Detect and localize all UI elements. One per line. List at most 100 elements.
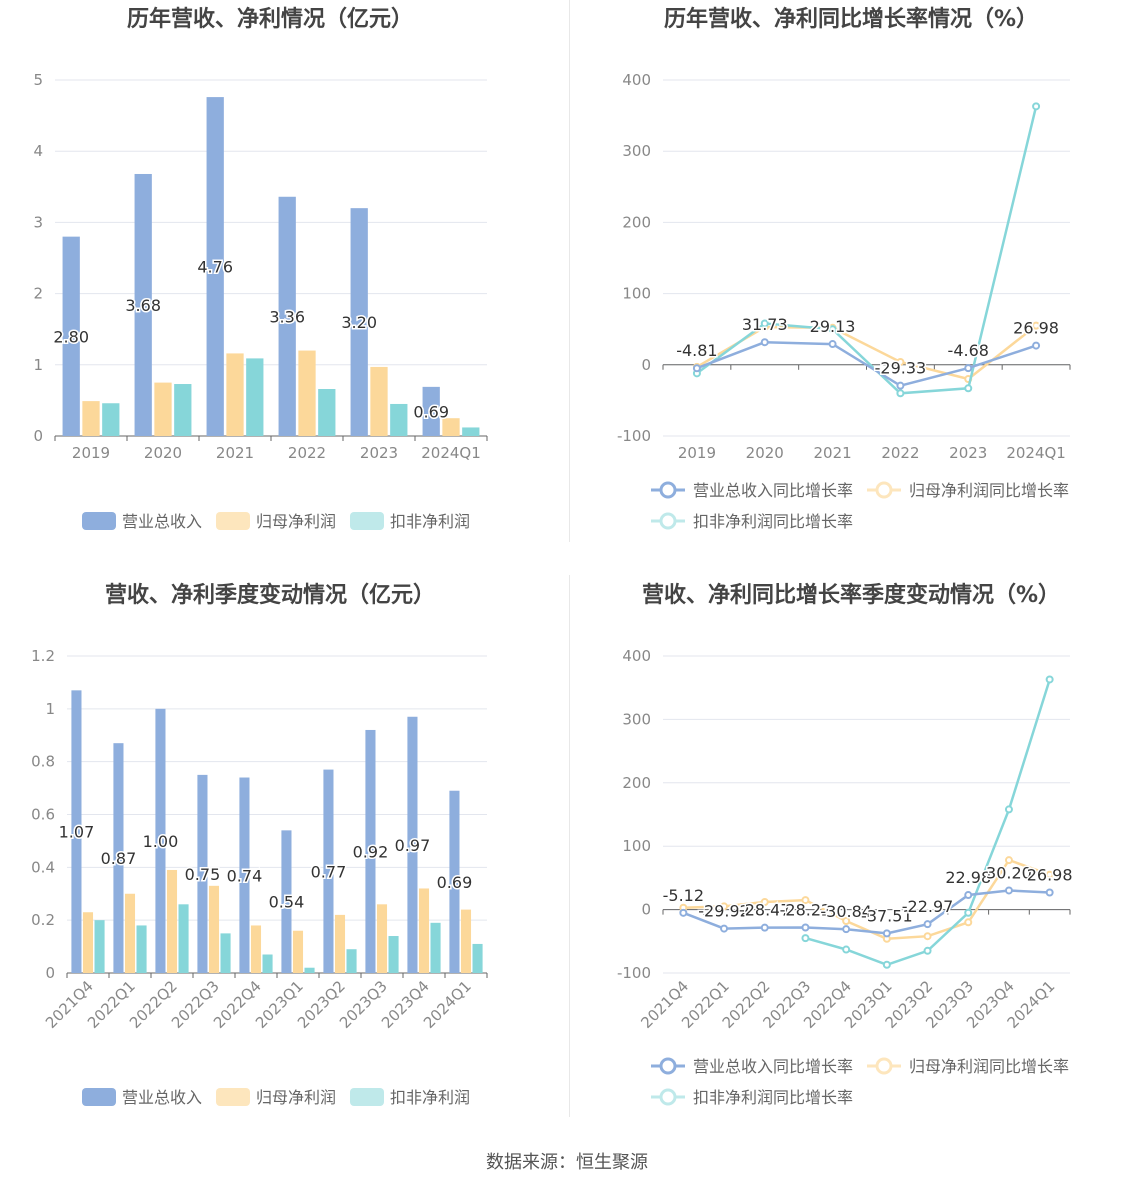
data-label: 4.76 [197, 258, 233, 277]
legend-marker [659, 1057, 677, 1075]
series-line-0 [682, 889, 1050, 935]
bar-revenue [407, 716, 418, 973]
bar-net-profit [442, 418, 460, 436]
series-point-2 [842, 945, 851, 954]
y-tick-label: 200 [622, 774, 651, 792]
y-tick-label: 1.2 [31, 647, 55, 665]
bar-net-profit [370, 366, 388, 436]
y-tick-label: 0 [641, 356, 651, 374]
legend-label: 扣非净利润 [390, 1088, 470, 1107]
legend-label: 归母净利润同比增长率 [909, 1057, 1069, 1076]
x-tick-label: 2022 [881, 444, 919, 462]
series-point-0 [760, 338, 769, 347]
series-point-2 [801, 934, 810, 943]
x-tick-label: 2024Q1 [1006, 444, 1066, 462]
bar-deducted-profit [390, 403, 408, 436]
data-label: 29.13 [810, 317, 856, 336]
bar-revenue [323, 769, 334, 973]
series-point-1 [923, 932, 932, 941]
x-tick-label: 2022 [288, 444, 326, 462]
series-point-1 [760, 897, 769, 906]
legend-label: 营业总收入同比增长率 [693, 481, 853, 500]
legend-swatch [350, 512, 384, 530]
data-label: 0.54 [269, 893, 305, 912]
legend-label: 扣非净利润 [390, 512, 470, 531]
data-label: 3.68 [125, 296, 161, 315]
series-point-2 [760, 319, 769, 328]
y-tick-label: 2 [33, 285, 43, 303]
series-point-0 [692, 364, 701, 373]
bar-deducted-profit [102, 403, 120, 436]
data-label: 1.07 [59, 823, 95, 842]
y-tick-label: 0.2 [31, 911, 55, 929]
bar-revenue [71, 690, 82, 973]
series-point-0 [720, 924, 729, 933]
legend-label: 营业总收入同比增长率 [693, 1057, 853, 1076]
series-point-1 [1004, 856, 1013, 865]
y-tick-label: 0.8 [31, 753, 55, 771]
series-point-0 [964, 364, 973, 373]
legend-swatch [216, 512, 250, 530]
y-tick-label: -100 [617, 427, 651, 445]
data-label: 0.74 [227, 866, 263, 885]
bar-deducted-profit [174, 384, 192, 436]
data-label: 22.98 [945, 868, 991, 887]
series-point-2 [964, 908, 973, 917]
quarterly-bar-chart-svg: 营收、净利季度变动情况（亿元）00.20.40.60.811.22021Q420… [31, 582, 488, 1107]
quarterly-growth-chart: 营收、净利同比增长率季度变动情况（%） -100 0 100 200 300 400 2021… [567, 576, 1134, 1136]
data-label: 2.80 [53, 327, 89, 346]
legend-marker [875, 1057, 893, 1075]
bar-net-profit [154, 382, 172, 436]
y-tick-label: 0.6 [31, 806, 55, 824]
data-label: -29.33 [875, 359, 927, 378]
chart-title: 营收、净利季度变动情况（亿元） [105, 582, 435, 608]
bar-net-profit [250, 925, 262, 973]
series-point-2 [1045, 675, 1054, 684]
series-line-0 [696, 340, 1037, 388]
quarterly-bar-chart: 营收、净利季度变动情况（亿元） 0 0.2 0.4 0.6 0.8 1 1.2 2021Q4 20… [0, 576, 567, 1136]
bar-deducted-profit [94, 920, 105, 973]
legend-swatch [350, 1088, 384, 1106]
data-label: -28.22 [780, 900, 832, 919]
bar-revenue [113, 743, 124, 973]
series-point-0 [1004, 886, 1013, 895]
series-line-1 [696, 324, 1037, 381]
data-label: 0.69 [413, 402, 449, 421]
annual-growth-chart: 历年营收、净利同比增长率情况（%） -100 0 100 200 300 400 2019 20… [567, 0, 1134, 560]
legend-marker [659, 1088, 677, 1106]
annual-bar-chart-svg: 历年营收、净利情况（亿元） 0 1 2 3 4 5 2019 2020 2021 2022 2023 2… [33, 6, 488, 531]
data-label: 30.20 [986, 863, 1032, 882]
series-line-1 [683, 858, 1051, 941]
bar-revenue [155, 708, 166, 973]
bar-net-profit [418, 888, 430, 973]
top-divider [569, 0, 570, 542]
bar-deducted-profit [430, 922, 441, 973]
bar-deducted-profit [220, 933, 231, 973]
data-label: 3.36 [269, 307, 305, 326]
bar-revenue [197, 774, 208, 973]
data-label: 0.77 [311, 862, 347, 881]
data-label: 0.97 [395, 836, 431, 855]
chart-title: 历年营收、净利情况（亿元） [127, 6, 413, 32]
y-tick-label: 400 [622, 647, 651, 665]
bar-revenue [62, 236, 80, 436]
series-point-0 [760, 923, 769, 932]
y-tick-label: 0 [33, 427, 43, 445]
series-point-0 [1032, 341, 1041, 350]
x-tick-label: 2020 [144, 444, 182, 462]
bar-revenue [206, 97, 224, 436]
series-point-1 [801, 896, 810, 905]
legend-label: 归母净利润 [256, 512, 336, 531]
data-label: 26.98 [1013, 319, 1059, 338]
x-tick-label: 2023 [360, 444, 398, 462]
data-source: 数据来源：恒生聚源 [486, 1152, 648, 1173]
y-tick-label: 0.4 [31, 858, 55, 876]
legend-label: 营业总收入 [122, 512, 202, 531]
y-tick-label: 0 [45, 964, 55, 982]
bar-net-profit [298, 350, 316, 436]
y-tick-label: 0 [641, 901, 651, 919]
bar-deducted-profit [462, 427, 480, 436]
data-label: 0.69 [437, 873, 473, 892]
legend-label: 营业总收入 [122, 1088, 202, 1107]
series-point-1 [964, 918, 973, 927]
